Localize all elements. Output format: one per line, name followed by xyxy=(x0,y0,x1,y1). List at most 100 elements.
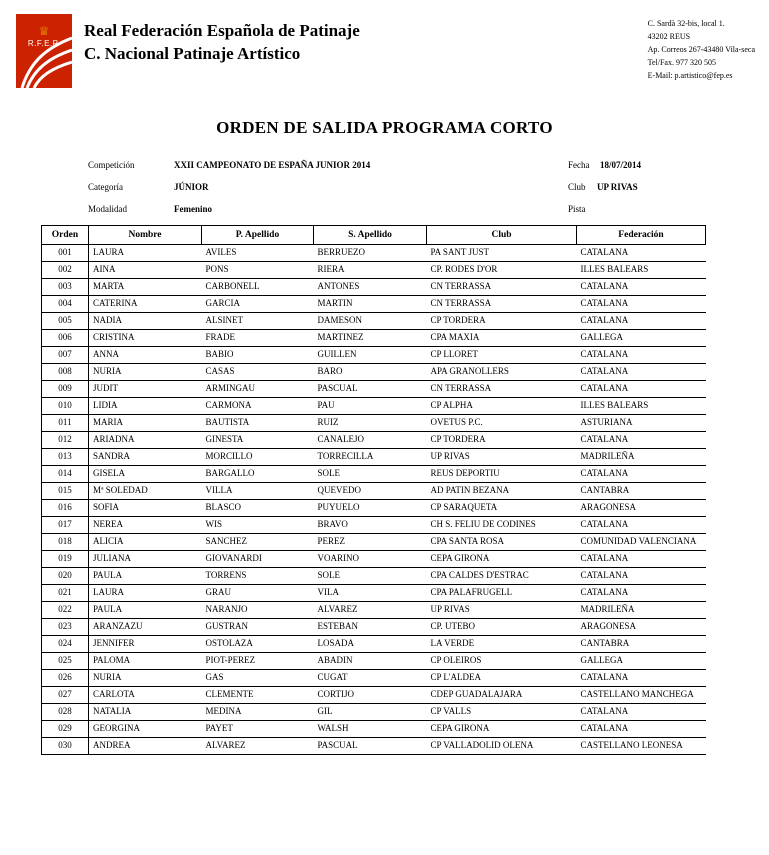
federation-name: ILLES BALEARS xyxy=(580,264,649,274)
cell-orden: 012 xyxy=(41,431,89,449)
cell-s-apellido: PASCUAL xyxy=(313,380,427,398)
cell-s-apellido: MARTIN xyxy=(313,295,427,313)
cell-orden: 024 xyxy=(41,635,89,653)
cell-orden: 010 xyxy=(41,397,89,415)
federation-name: CATALANA xyxy=(580,349,629,359)
cell-nombre: AINA xyxy=(88,261,202,279)
column-header-orden: Orden xyxy=(41,225,89,245)
cell-nombre: MARTA xyxy=(88,278,202,296)
value-competicion: XXII CAMPEONATO DE ESPAÑA JUNIOR 2014 xyxy=(174,160,371,170)
cell-nombre: ARANZAZU xyxy=(88,618,202,636)
cell-nombre: NEREA xyxy=(88,516,202,534)
cell-nombre: JUDIT xyxy=(88,380,202,398)
column-header-p-apellido: P. Apellido xyxy=(201,225,314,245)
cell-federacion: CATALANA xyxy=(576,363,706,381)
cell-p-apellido: PONS xyxy=(201,261,314,279)
table-row: 023 ARANZAZU GUSTRAN ESTEBAN CP. UTEBO ARAGON… xyxy=(41,618,706,636)
federation-name: CANTABRA xyxy=(580,485,630,495)
cell-club: CDEP GUADALAJARA xyxy=(426,686,577,704)
cell-s-apellido: ANTONES xyxy=(313,278,427,296)
cell-orden: 006 xyxy=(41,329,89,347)
cell-orden: 014 xyxy=(41,465,89,483)
cell-federacion: ILLES BALEARS xyxy=(576,397,706,415)
table-row: 029 GEORGINA PAYET WALSH CEPA GIRONA CATALANA xyxy=(41,720,706,738)
cell-nombre: GISELA xyxy=(88,465,202,483)
organization-names: Real Federación Española de Patinaje C. … xyxy=(84,20,360,66)
cell-s-apellido: VOARINO xyxy=(313,550,427,568)
federation-name: CATALANA xyxy=(580,383,629,393)
cell-club: CPA PALAFRUGELL xyxy=(426,584,577,602)
federation-name: COMUNIDAD VALENCIANA xyxy=(580,536,697,546)
table-row: 020 PAULA TORRENS SOLE CPA CALDES D'ESTRAC CA… xyxy=(41,567,706,585)
cell-club: CP TORDERA xyxy=(426,431,577,449)
cell-p-apellido: MORCILLO xyxy=(201,448,314,466)
value-categoria: JÚNIOR xyxy=(174,182,209,192)
table-row: 001 LAURA AVILES BERRUEZO PA SANT JUST CATALA… xyxy=(41,244,706,262)
cell-orden: 015 xyxy=(41,482,89,500)
cell-club: CPA SANTA ROSA xyxy=(426,533,577,551)
label-categoria: Categoría xyxy=(88,182,123,192)
table-header: Orden Nombre P. Apellido S. Apellido Clu… xyxy=(41,225,706,245)
cell-federacion: ARAGONESA xyxy=(576,499,706,517)
cell-nombre: Mª SOLEDAD xyxy=(88,482,202,500)
federation-name: CATALANA xyxy=(580,434,629,444)
address-street: C. Sardà 32-bis, local 1. xyxy=(647,19,725,28)
table-row: 016 SOFIA BLASCO PUYUELO CP SARAQUETA ARAGONE… xyxy=(41,499,706,517)
cell-p-apellido: OSTOLAZA xyxy=(201,635,314,653)
label-modalidad: Modalidad xyxy=(88,204,127,214)
cell-orden: 030 xyxy=(41,737,89,755)
cell-federacion: MADRILEÑA xyxy=(576,601,706,619)
table-row: 026 NURIA GAS CUGAT CP L'ALDEA CATALANA xyxy=(41,669,706,687)
table-row: 008 NURIA CASAS BARO APA GRANOLLERS CATALANA xyxy=(41,363,706,381)
table-row: 004 CATERINA GARCIA MARTIN CN TERRASSA CATALA… xyxy=(41,295,706,313)
table-row: 019 JULIANA GIOVANARDI VOARINO CEPA GIRONA CA… xyxy=(41,550,706,568)
cell-club: CN TERRASSA xyxy=(426,295,577,313)
cell-club: CH S. FELIU DE CODINES xyxy=(426,516,577,534)
federation-name: CATALANA xyxy=(580,706,629,716)
cell-nombre: PALOMA xyxy=(88,652,202,670)
org-name-line2: C. Nacional Patinaje Artístico xyxy=(84,43,301,63)
cell-p-apellido: MEDINA xyxy=(201,703,314,721)
cell-federacion: CASTELLANO LEONESA xyxy=(576,737,706,755)
table-row: 028 NATALIA MEDINA GIL CP VALLS CATALANA xyxy=(41,703,706,721)
cell-club: CP OLEIROS xyxy=(426,652,577,670)
cell-nombre: LAURA xyxy=(88,584,202,602)
table-row: 017 NEREA WIS BRAVO CH S. FELIU DE CODINES CA… xyxy=(41,516,706,534)
federation-name: CATALANA xyxy=(580,366,629,376)
cell-orden: 011 xyxy=(41,414,89,432)
federation-name: CATALANA xyxy=(580,247,629,257)
cell-federacion: CATALANA xyxy=(576,380,706,398)
federation-name: CATALANA xyxy=(580,570,629,580)
cell-orden: 025 xyxy=(41,652,89,670)
cell-p-apellido: PAYET xyxy=(201,720,314,738)
cell-s-apellido: SOLE xyxy=(313,465,427,483)
federation-name: MADRILEÑA xyxy=(580,451,635,461)
label-competicion: Competición xyxy=(88,160,135,170)
cell-club: UP RIVAS xyxy=(426,448,577,466)
rfep-shield-logo: ♕ R.F.E.P. xyxy=(16,14,72,88)
cell-federacion: GALLEGA xyxy=(576,652,706,670)
cell-orden: 019 xyxy=(41,550,89,568)
cell-orden: 020 xyxy=(41,567,89,585)
cell-p-apellido: BLASCO xyxy=(201,499,314,517)
cell-s-apellido: CORTIJO xyxy=(313,686,427,704)
label-fecha: Fecha xyxy=(568,160,590,170)
cell-s-apellido: PAU xyxy=(313,397,427,415)
value-fecha: 18/07/2014 xyxy=(600,160,642,170)
cell-club: LA VERDE xyxy=(426,635,577,653)
table-row: 011 MARIA BAUTISTA RUIZ OVETUS P.C. ASTURIANA xyxy=(41,414,706,432)
metadata-row-competicion: Competición XXII CAMPEONATO DE ESPAÑA JU… xyxy=(0,154,769,176)
cell-orden: 013 xyxy=(41,448,89,466)
cell-club: CP. RODES D'OR xyxy=(426,261,577,279)
cell-club: AD PATIN BEZANA xyxy=(426,482,577,500)
value-modalidad: Femenino xyxy=(174,204,212,214)
table-row: 013 SANDRA MORCILLO TORRECILLA UP RIVAS MADRI… xyxy=(41,448,706,466)
cell-orden: 007 xyxy=(41,346,89,364)
cell-nombre: PAULA xyxy=(88,567,202,585)
contact-address-block: C. Sardà 32-bis, local 1. 43202 REUS Ap.… xyxy=(648,18,755,83)
cell-federacion: MADRILEÑA xyxy=(576,448,706,466)
table-row: 025 PALOMA PIOT-PEREZ ABADIN CP OLEIROS GALLE… xyxy=(41,652,706,670)
cell-federacion: CASTELLANO MANCHEGA xyxy=(576,686,706,704)
cell-orden: 023 xyxy=(41,618,89,636)
cell-nombre: MARIA xyxy=(88,414,202,432)
